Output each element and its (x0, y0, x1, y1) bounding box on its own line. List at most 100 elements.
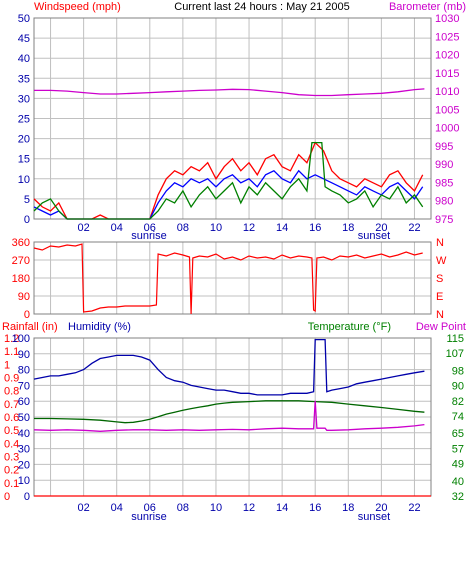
rainfall-tick-label: 0.3 (4, 452, 19, 464)
rainfall-tick-label: 0.2 (4, 465, 19, 477)
barometer-tick-label: 1030 (435, 13, 459, 25)
compass-tick-label: E (436, 291, 443, 303)
windspeed-tick-label: 15 (18, 154, 30, 166)
compass-tick-label: S (436, 273, 443, 285)
direction-degree-axis: 0 90 180 270 360 (12, 237, 30, 321)
humidity-tick-label: 20 (18, 459, 30, 471)
humidity-tick-label: 70 (18, 380, 30, 392)
direction-tick-label: 180 (12, 273, 30, 285)
dew-point-axis-title: Dew Point (416, 321, 466, 333)
temperature-axis-title: Temperature (°F) (308, 321, 391, 333)
temperature-tick-label: 65 (452, 428, 464, 440)
x-tick-label: 04 (111, 222, 123, 234)
direction-tick-label: 90 (18, 291, 30, 303)
x-tick-label: 14 (276, 222, 288, 234)
sunrise-label-top: sunrise (131, 230, 166, 242)
barometer-tick-label: 1000 (435, 123, 459, 135)
rainfall-tick-label: 0 (4, 491, 10, 503)
temperature-tick-label: 40 (452, 476, 464, 488)
wind-x-axis: 02 04 06 08 10 12 14 16 18 20 22 (78, 222, 421, 234)
x-tick-label: 20 (375, 222, 387, 234)
x-tick-label: 14 (276, 502, 288, 514)
x-tick-label: 18 (342, 222, 354, 234)
temperature-tick-label: 90 (452, 381, 464, 393)
x-tick-label: 08 (177, 502, 189, 514)
x-tick-label: 16 (309, 502, 321, 514)
windspeed-tick-label: 40 (18, 53, 30, 65)
series-wind-direction (33, 243, 423, 315)
barometer-tick-label: 990 (435, 159, 453, 171)
x-tick-label: 10 (210, 222, 222, 234)
temperature-tick-label: 98 (452, 365, 464, 377)
barometer-tick-label: 1025 (435, 31, 459, 43)
rainfall-tick-label: 1 (4, 359, 10, 371)
rainfall-axis-title: Rainfall (in) (2, 321, 58, 333)
x-tick-label: 02 (78, 502, 90, 514)
barometer-tick-label: 1020 (435, 50, 459, 62)
humidity-tick-label: 80 (18, 365, 30, 377)
series-temperature-f (34, 400, 425, 424)
barometer-axis: 975 980 985 990 995 1000 1005 1010 1015 1020 1025 1… (435, 13, 459, 226)
series-dew-point (33, 400, 425, 432)
rainfall-axis: 00.10.20.3 0.40.50.60.70.80.9 11.11.2 (4, 333, 19, 503)
temperature-tick-label: 107 (446, 348, 464, 360)
x-tick-label: 10 (210, 502, 222, 514)
rainfall-tick-label: 0.8 (4, 386, 19, 398)
humidity-tick-label: 30 (18, 444, 30, 456)
rainfall-tick-label: 0.1 (4, 478, 19, 490)
climate-x-axis: 02 04 06 08 10 12 14 16 18 20 22 (78, 502, 421, 514)
rainfall-tick-label: 0.7 (4, 399, 19, 411)
x-tick-label: 02 (78, 222, 90, 234)
windspeed-tick-label: 50 (18, 13, 30, 25)
x-tick-label: 22 (408, 502, 420, 514)
compass-tick-label: N (436, 237, 444, 249)
x-tick-label: 22 (408, 222, 420, 234)
direction-panel-frame (33, 241, 432, 315)
x-tick-label: 06 (144, 502, 156, 514)
humidity-axis: 0 10 20 30 40 50 60 70 80 90 100 (12, 333, 30, 503)
rainfall-tick-label: 0.6 (4, 412, 19, 424)
barometer-tick-label: 985 (435, 177, 453, 189)
x-tick-label: 08 (177, 222, 189, 234)
windspeed-tick-label: 30 (18, 93, 30, 105)
temperature-tick-label: 57 (452, 443, 464, 455)
x-tick-label: 06 (144, 222, 156, 234)
rainfall-tick-label: 0.9 (4, 373, 19, 385)
direction-series (33, 243, 423, 315)
rainfall-tick-label: 1.2 (4, 333, 19, 345)
temperature-tick-label: 32 (452, 491, 464, 503)
humidity-tick-label: 10 (18, 475, 30, 487)
windspeed-tick-label: 35 (18, 73, 30, 85)
rainfall-tick-label: 0.4 (4, 438, 19, 450)
wind-panel-grid (34, 17, 431, 220)
direction-tick-label: 360 (12, 237, 30, 249)
series-wind-speed (33, 141, 424, 220)
barometer-tick-label: 975 (435, 214, 453, 226)
windspeed-tick-label: 10 (18, 174, 30, 186)
temperature-axis: 32 40 49 57 65 74 82 90 98 107 115 (446, 333, 464, 503)
direction-tick-label: 270 (12, 255, 30, 267)
barometer-title: Barometer (mb) (389, 1, 466, 13)
humidity-axis-title: Humidity (%) (68, 321, 131, 333)
x-tick-label: 20 (375, 502, 387, 514)
x-tick-label: 16 (309, 222, 321, 234)
rainfall-tick-label: 1.1 (4, 346, 19, 358)
x-tick-label: 12 (243, 502, 255, 514)
windspeed-tick-label: 5 (24, 194, 30, 206)
barometer-tick-label: 1015 (435, 68, 459, 80)
humidity-tick-label: 60 (18, 396, 30, 408)
windspeed-title: Windspeed (mph) (34, 1, 121, 13)
wind-panel-frame (33, 17, 432, 220)
windspeed-tick-label: 25 (18, 114, 30, 126)
series-barometer-mb- (34, 88, 425, 97)
windspeed-axis: 0 5 10 15 20 25 30 35 40 45 50 (18, 13, 30, 226)
temperature-tick-label: 82 (452, 396, 464, 408)
windspeed-tick-label: 45 (18, 33, 30, 45)
sunset-label-top: sunset (358, 230, 390, 242)
x-tick-label: 12 (243, 222, 255, 234)
chart-date-title: Current last 24 hours : May 21 2005 (174, 1, 349, 13)
climate-series (33, 338, 431, 497)
x-tick-label: 04 (111, 502, 123, 514)
direction-panel-grid (34, 241, 431, 315)
